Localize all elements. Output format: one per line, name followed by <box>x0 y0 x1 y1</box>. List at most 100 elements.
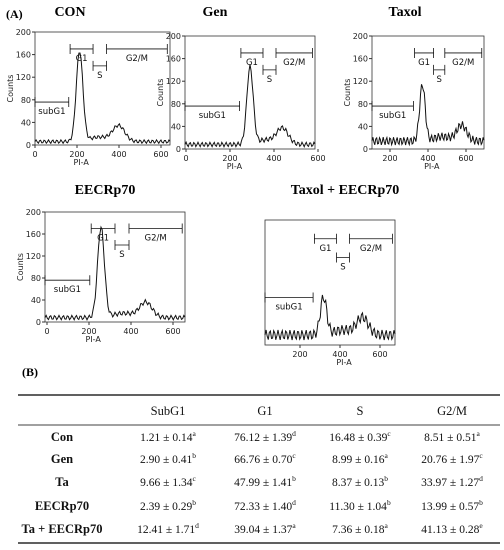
cell-value: 1.21 ± 0.14 <box>140 432 193 444</box>
table-cell: 8.99 ± 0.16a <box>332 451 388 466</box>
table-cell: 41.13 ± 0.28e <box>421 521 483 536</box>
x-axis-label: PI-A <box>74 158 90 167</box>
x-axis-label: PI-A <box>424 162 440 171</box>
histogram-panel: Gen 0 40 80 120 160 200 Counts 0 200 400 600 PI-A sub… <box>156 5 326 171</box>
y-tick-label: 160 <box>26 230 41 239</box>
table-cell: 13.99 ± 0.57b <box>421 498 483 513</box>
row-name: Con <box>51 430 73 444</box>
cell-superscript: b <box>384 474 388 483</box>
cell-superscript: d <box>292 498 296 507</box>
gate-label: G1 <box>246 58 258 68</box>
histogram-curve <box>44 225 186 321</box>
gate-bracket <box>444 47 483 58</box>
cell-superscript: a <box>476 429 480 438</box>
gate-label: G1 <box>76 54 88 64</box>
cell-superscript: c <box>292 451 296 460</box>
gate-bracket <box>262 64 277 75</box>
cell-superscript: b <box>479 498 483 507</box>
y-tick-label: 0 <box>26 141 31 150</box>
table-cell: 7.36 ± 0.18a <box>332 521 388 536</box>
y-tick-label: 40 <box>31 296 41 305</box>
y-tick-label: 200 <box>353 32 368 41</box>
y-axis-label: Counts <box>6 75 15 103</box>
cell-value: 2.90 ± 0.41 <box>140 454 193 466</box>
gate-label: subG1 <box>199 111 226 121</box>
x-tick-label: 400 <box>111 150 126 159</box>
cell-superscript: b <box>192 498 196 507</box>
cell-value: 16.48 ± 0.39 <box>329 432 387 444</box>
cell-superscript: d <box>292 429 296 438</box>
table-cell: 8.51 ± 0.51a <box>424 429 480 444</box>
y-tick-label: 0 <box>176 145 181 154</box>
cell-value: 13.99 ± 0.57 <box>421 501 479 513</box>
x-tick-label: 200 <box>81 327 96 336</box>
gate-bracket <box>349 233 393 244</box>
y-tick-label: 0 <box>363 145 368 154</box>
cell-value: 41.13 ± 0.28 <box>421 524 479 536</box>
plot-title: CON <box>54 5 85 20</box>
gate-label: G1 <box>319 244 331 254</box>
gate-label: G2/M <box>126 54 148 64</box>
plot-title: Gen <box>203 5 228 20</box>
gate-label: S <box>340 263 345 273</box>
x-tick-label: 0 <box>44 327 49 336</box>
histogram-panel: Taxol 0 40 80 120 160 200 Counts 200 400 600 PI-A su… <box>343 5 485 171</box>
table-header: S <box>357 404 364 418</box>
cell-value: 8.51 ± 0.51 <box>424 432 477 444</box>
table-cell: 2.90 ± 0.41b <box>140 451 196 466</box>
cell-value: 12.41 ± 1.71 <box>137 524 195 536</box>
x-tick-label: 600 <box>153 150 168 159</box>
y-tick-label: 120 <box>26 252 41 261</box>
cell-superscript: b <box>192 451 196 460</box>
x-tick-label: 0 <box>32 150 37 159</box>
gate-label: subG1 <box>38 107 65 117</box>
x-axis-label: PI-A <box>227 162 243 171</box>
y-tick-label: 160 <box>166 55 181 64</box>
histogram-panel: EECRp70 0 40 80 120 160 200 Counts 0 200 400 600 PI-… <box>16 183 186 344</box>
gate-label: G2/M <box>452 58 474 68</box>
gate-bracket <box>433 64 446 75</box>
gate-bracket <box>69 43 94 54</box>
row-name: Gen <box>51 452 73 466</box>
histogram-curve <box>264 294 396 341</box>
x-tick-label: 200 <box>382 154 397 163</box>
panel-label: (B) <box>22 365 38 379</box>
cell-superscript: e <box>479 521 483 530</box>
x-tick-label: 600 <box>310 154 325 163</box>
gate-label: G1 <box>97 234 109 244</box>
y-tick-label: 120 <box>353 77 368 86</box>
y-axis-label: Counts <box>16 253 25 281</box>
table-cell: 76.12 ± 1.39d <box>234 429 296 444</box>
y-tick-label: 200 <box>166 32 181 41</box>
gate-bracket <box>314 233 337 244</box>
table-header: G1 <box>257 404 272 418</box>
cell-superscript: a <box>384 521 388 530</box>
x-tick-label: 0 <box>183 154 188 163</box>
table-cell: 11.30 ± 1.04b <box>329 498 391 513</box>
cell-superscript: a <box>192 429 196 438</box>
plot-title: Taxol <box>389 5 422 20</box>
cell-value: 9.66 ± 1.34 <box>140 477 193 489</box>
table-cell: 2.39 ± 0.29b <box>140 498 196 513</box>
y-tick-label: 40 <box>171 122 181 131</box>
cell-superscript: c <box>479 451 483 460</box>
cell-value: 47.99 ± 1.41 <box>234 477 292 489</box>
plot-frame <box>44 211 186 323</box>
gate-label: G1 <box>418 58 430 68</box>
gate-bracket <box>44 275 91 286</box>
table-cell: 16.48 ± 0.39c <box>329 429 391 444</box>
cell-superscript: c <box>192 474 196 483</box>
gate-bracket <box>184 101 240 112</box>
cell-superscript: d <box>195 521 199 530</box>
table-cell: 9.66 ± 1.34c <box>140 474 196 489</box>
gate-bracket <box>128 223 183 234</box>
x-axis-label: PI-A <box>86 335 102 344</box>
y-tick-label: 160 <box>353 55 368 64</box>
table-cell: 1.21 ± 0.14a <box>140 429 196 444</box>
cell-value: 20.76 ± 1.97 <box>421 454 479 466</box>
gate-bracket <box>336 252 350 263</box>
y-tick-label: 40 <box>358 122 368 131</box>
histogram-curve <box>34 52 171 145</box>
gate-bracket <box>371 101 414 112</box>
